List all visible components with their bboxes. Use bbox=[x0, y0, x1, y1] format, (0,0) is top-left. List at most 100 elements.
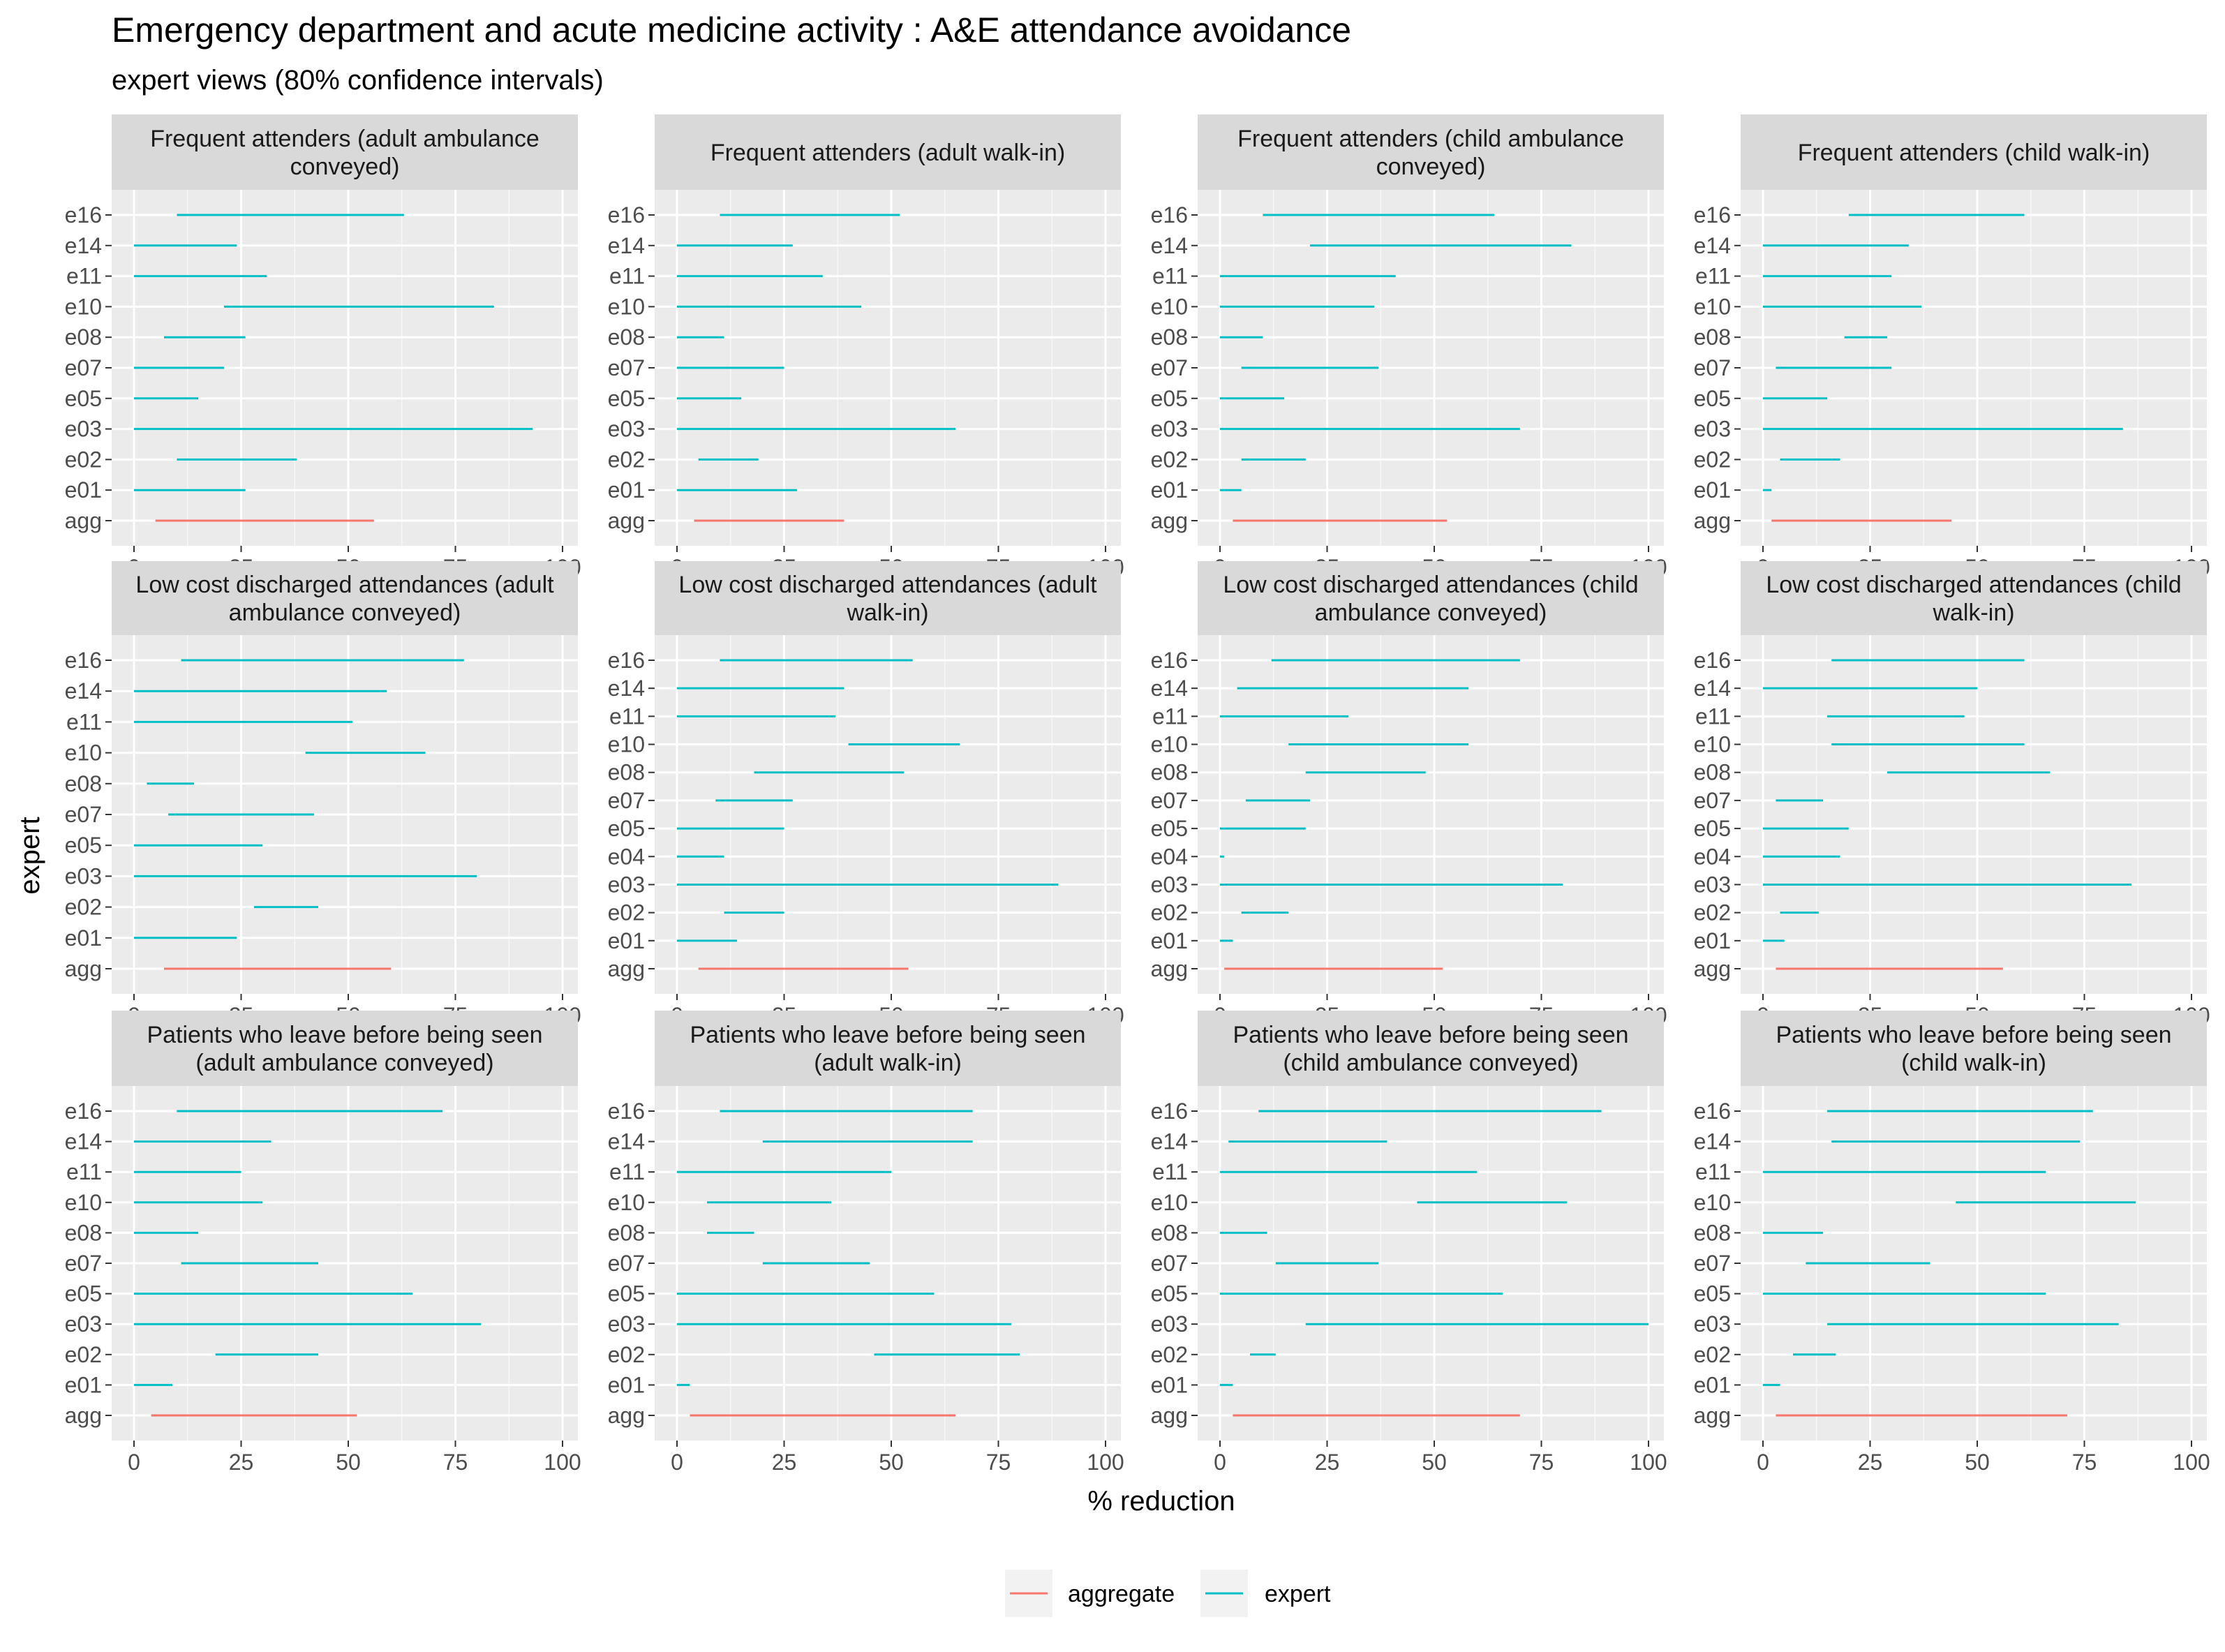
y-tick-label: e05 bbox=[1694, 816, 1731, 841]
y-tick-label: e05 bbox=[608, 816, 645, 841]
y-tick-label: agg bbox=[1694, 956, 1731, 981]
y-tick-label: e07 bbox=[1694, 355, 1731, 380]
facet-panel: Patients who leave before being seen(chi… bbox=[1151, 1011, 1667, 1475]
y-tick-label: e08 bbox=[608, 760, 645, 785]
x-tick-label: 100 bbox=[2173, 1450, 2210, 1475]
y-tick-label: e03 bbox=[1694, 872, 1731, 897]
y-tick-label: e08 bbox=[608, 1220, 645, 1245]
y-tick-label: e07 bbox=[65, 802, 102, 827]
y-tick-label: agg bbox=[608, 508, 645, 533]
y-tick-label: e03 bbox=[65, 417, 102, 442]
y-tick-label: e07 bbox=[65, 355, 102, 380]
y-tick-label: e03 bbox=[65, 863, 102, 888]
facet-panel: Patients who leave before being seen(chi… bbox=[1694, 1011, 2210, 1475]
x-tick-label: 100 bbox=[544, 1450, 581, 1475]
facet-strip-title: walk-in) bbox=[846, 600, 928, 626]
x-tick-label: 75 bbox=[443, 1450, 468, 1475]
y-tick-label: e14 bbox=[65, 678, 102, 704]
y-tick-label: e07 bbox=[1151, 788, 1188, 813]
x-tick-label: 25 bbox=[229, 1450, 254, 1475]
y-tick-label: e11 bbox=[1695, 264, 1731, 289]
facet-strip-title: (child ambulance conveyed) bbox=[1283, 1050, 1578, 1076]
y-tick-label: e10 bbox=[608, 732, 645, 757]
y-tick-label: e10 bbox=[608, 1190, 645, 1215]
y-tick-label: e14 bbox=[1151, 1129, 1188, 1154]
y-tick-label: e03 bbox=[1694, 1311, 1731, 1337]
y-tick-label: agg bbox=[1694, 1403, 1731, 1428]
y-tick-label: agg bbox=[65, 1403, 102, 1428]
y-tick-label: e05 bbox=[65, 833, 102, 858]
y-tick-label: e05 bbox=[608, 386, 645, 411]
y-tick-label: agg bbox=[608, 1403, 645, 1428]
y-tick-label: e02 bbox=[65, 1342, 102, 1367]
y-tick-label: e11 bbox=[66, 1159, 102, 1184]
y-tick-label: e07 bbox=[1694, 1251, 1731, 1276]
y-tick-label: e16 bbox=[608, 1099, 645, 1124]
y-tick-label: e16 bbox=[608, 202, 645, 228]
y-tick-label: e04 bbox=[1694, 844, 1731, 869]
y-tick-label: e01 bbox=[608, 1372, 645, 1397]
facet-strip-title: Low cost discharged attendances (child bbox=[1766, 572, 2181, 598]
x-axis-title: % reduction bbox=[1087, 1486, 1235, 1517]
facet-strip-title: Patients who leave before being seen bbox=[1776, 1022, 2171, 1048]
x-tick-label: 0 bbox=[1757, 1450, 1769, 1475]
facet-strip bbox=[112, 1011, 578, 1086]
x-tick-label: 75 bbox=[1529, 1450, 1554, 1475]
y-tick-label: e10 bbox=[1151, 294, 1188, 319]
y-tick-label: e11 bbox=[66, 709, 102, 734]
facet-strip bbox=[1198, 561, 1664, 635]
y-tick-label: e07 bbox=[608, 355, 645, 380]
y-tick-label: e14 bbox=[1694, 1129, 1731, 1154]
x-tick-label: 50 bbox=[1965, 1450, 1990, 1475]
facet-strip bbox=[1198, 114, 1664, 190]
y-tick-label: e08 bbox=[65, 325, 102, 350]
y-tick-label: e02 bbox=[608, 447, 645, 472]
facet-strip-title: Frequent attenders (child walk-in) bbox=[1798, 140, 2150, 166]
y-tick-label: e08 bbox=[608, 325, 645, 350]
facet-strip-title: (adult ambulance conveyed) bbox=[195, 1050, 493, 1076]
facet-strip bbox=[1198, 1011, 1664, 1086]
y-tick-label: e08 bbox=[1694, 760, 1731, 785]
y-tick-label: e16 bbox=[1151, 648, 1188, 673]
facet-panel: Frequent attenders (adult walk-in) e16 e14… bbox=[608, 114, 1124, 580]
y-tick-label: e07 bbox=[608, 788, 645, 813]
y-tick-label: e16 bbox=[65, 202, 102, 228]
facet-strip bbox=[655, 561, 1121, 635]
panel-background bbox=[1741, 635, 2207, 994]
y-tick-label: e02 bbox=[1151, 1342, 1188, 1367]
x-tick-label: 25 bbox=[1315, 1450, 1340, 1475]
facet-strip-title: conveyed) bbox=[290, 154, 400, 180]
y-tick-label: e11 bbox=[1152, 1159, 1188, 1184]
y-tick-label: e08 bbox=[65, 771, 102, 796]
y-tick-label: e10 bbox=[65, 294, 102, 319]
y-tick-label: e03 bbox=[1694, 417, 1731, 442]
x-tick-label: 0 bbox=[671, 1450, 683, 1475]
y-tick-label: e16 bbox=[608, 648, 645, 673]
y-tick-label: e14 bbox=[1694, 233, 1731, 258]
facet-strip bbox=[1741, 1011, 2207, 1086]
y-tick-label: e10 bbox=[65, 741, 102, 766]
y-tick-label: agg bbox=[1151, 1403, 1188, 1428]
y-tick-label: e08 bbox=[1151, 325, 1188, 350]
y-tick-label: e11 bbox=[66, 264, 102, 289]
y-tick-label: e05 bbox=[1151, 1281, 1188, 1307]
y-tick-label: e16 bbox=[1694, 202, 1731, 228]
y-tick-label: e14 bbox=[65, 1129, 102, 1154]
facet-strip-title: walk-in) bbox=[1932, 600, 2014, 626]
facet-strip bbox=[655, 1011, 1121, 1086]
y-tick-label: e11 bbox=[609, 264, 645, 289]
y-tick-label: e16 bbox=[65, 1099, 102, 1124]
facet-strip-title: conveyed) bbox=[1376, 154, 1486, 180]
y-tick-label: e11 bbox=[1695, 1159, 1731, 1184]
facet-strip-title: ambulance conveyed) bbox=[229, 600, 461, 626]
y-tick-label: e16 bbox=[1694, 1099, 1731, 1124]
x-tick-label: 50 bbox=[1422, 1450, 1447, 1475]
y-tick-label: e01 bbox=[65, 925, 102, 951]
y-tick-label: e03 bbox=[608, 872, 645, 897]
y-tick-label: e02 bbox=[1694, 900, 1731, 925]
y-tick-label: e03 bbox=[608, 417, 645, 442]
y-tick-label: e01 bbox=[1151, 477, 1188, 503]
y-tick-label: e02 bbox=[65, 895, 102, 920]
